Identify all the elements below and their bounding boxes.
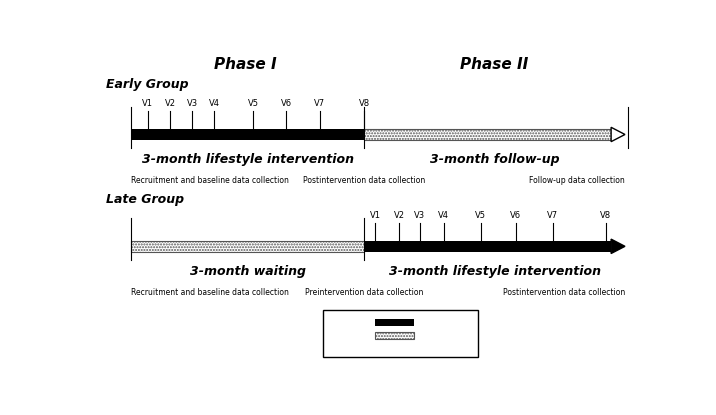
Polygon shape <box>611 239 625 254</box>
Bar <box>364 129 611 140</box>
Text: V1: V1 <box>369 211 381 220</box>
Text: Intervention: Intervention <box>332 318 388 327</box>
Text: V3: V3 <box>187 99 198 108</box>
Text: V5: V5 <box>475 211 486 220</box>
Text: V5: V5 <box>248 99 258 108</box>
Text: 3-month lifestyle intervention: 3-month lifestyle intervention <box>389 265 601 278</box>
Text: Late Group: Late Group <box>106 193 184 207</box>
Text: V7: V7 <box>314 99 325 108</box>
Text: Control: Control <box>332 331 365 340</box>
Text: V2: V2 <box>165 99 175 108</box>
Text: V6: V6 <box>281 99 292 108</box>
Text: V7: V7 <box>547 211 558 220</box>
Text: V8: V8 <box>600 211 611 220</box>
Text: Phase II: Phase II <box>460 57 528 72</box>
Text: Postintervention data collection: Postintervention data collection <box>503 288 625 297</box>
Text: V1: V1 <box>142 99 153 108</box>
Polygon shape <box>611 127 625 142</box>
Text: Phase I: Phase I <box>213 57 276 72</box>
Text: 3-month waiting: 3-month waiting <box>190 265 306 278</box>
Text: V8: V8 <box>359 99 369 108</box>
Text: V4: V4 <box>438 211 449 220</box>
Bar <box>375 319 414 326</box>
Text: V2: V2 <box>394 211 405 220</box>
Bar <box>131 129 364 140</box>
Text: 3-month lifestyle intervention: 3-month lifestyle intervention <box>142 153 354 166</box>
Text: Recruitment and baseline data collection: Recruitment and baseline data collection <box>131 288 289 297</box>
Text: V3: V3 <box>414 211 425 220</box>
Text: Recruitment and baseline data collection: Recruitment and baseline data collection <box>131 176 289 185</box>
Text: Preintervention data collection: Preintervention data collection <box>305 288 423 297</box>
Text: V4: V4 <box>209 99 220 108</box>
Bar <box>375 332 414 339</box>
Text: 3-month follow-up: 3-month follow-up <box>430 153 559 166</box>
Bar <box>131 241 364 252</box>
Bar <box>364 241 611 252</box>
Text: V = Consultation session: V = Consultation session <box>332 345 445 354</box>
Text: V6: V6 <box>510 211 521 220</box>
Text: Postintervention data collection: Postintervention data collection <box>303 176 425 185</box>
Bar <box>322 310 478 356</box>
Text: Follow-up data collection: Follow-up data collection <box>529 176 625 185</box>
Text: Early Group: Early Group <box>106 78 189 91</box>
